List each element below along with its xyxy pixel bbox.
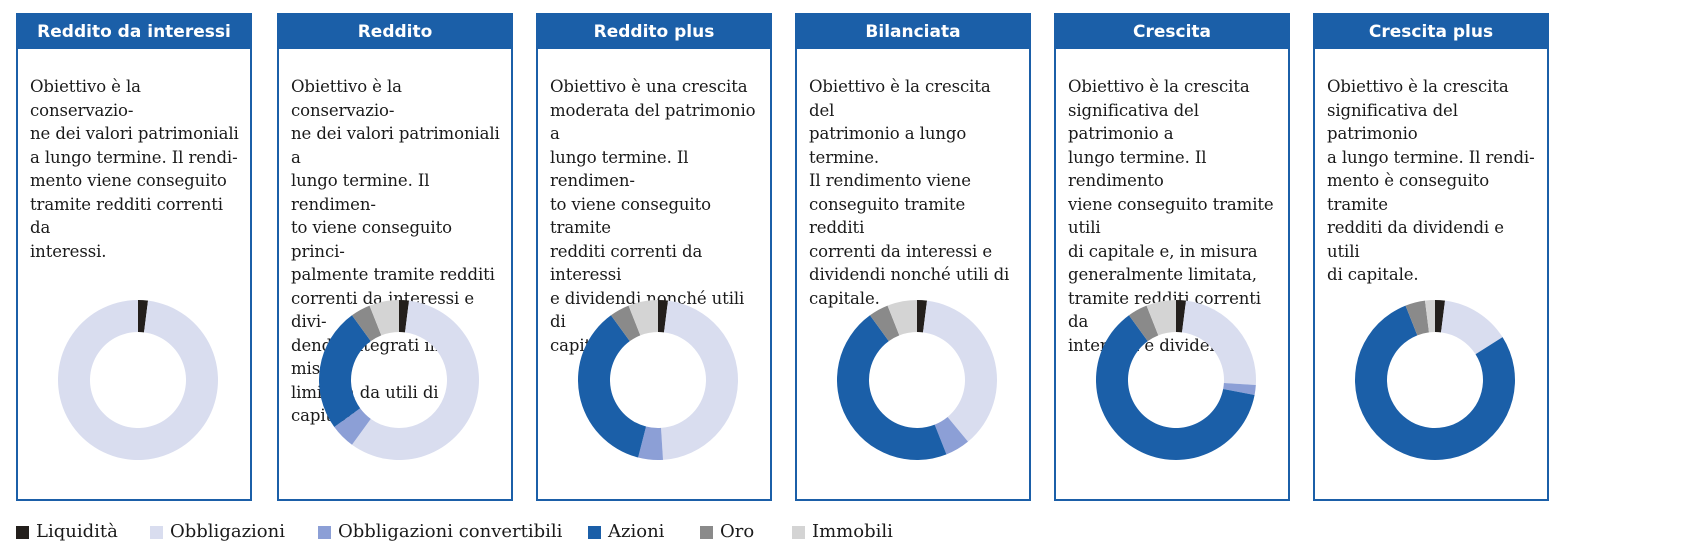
- donut-slice-oro: [1128, 305, 1159, 342]
- donut-slice-azioni: [1355, 305, 1515, 460]
- panel-title: Reddito: [279, 15, 511, 49]
- donut-slice-azioni: [319, 315, 371, 428]
- donut-slice-obbligazioni: [661, 300, 738, 460]
- legend-swatch: [150, 526, 163, 539]
- donut-slice-immobili: [1424, 300, 1435, 333]
- panel-title: Crescita plus: [1315, 15, 1547, 49]
- donut-chart: [319, 300, 479, 460]
- donut-slice-obbligazioni: [351, 300, 479, 460]
- panel-title: Reddito plus: [538, 15, 770, 49]
- donut-slice-liquidita: [1435, 300, 1446, 333]
- donut-slice-immobili: [369, 300, 399, 336]
- legend-label: Liquidità: [36, 521, 118, 542]
- donut-slice-oro: [869, 305, 900, 342]
- panel-bilanciata: Bilanciata Obiettivo è la crescita del p…: [795, 13, 1031, 501]
- panel-reddito-plus: Reddito plus Obiettivo è una crescita mo…: [536, 13, 772, 501]
- panel-title: Bilanciata: [797, 15, 1029, 49]
- donut-slice-obbligazioni: [58, 300, 219, 460]
- donut-slice-immobili: [1146, 300, 1176, 336]
- donut-slice-liquidita: [917, 300, 928, 333]
- panel-description: Obiettivo è la conservazio- ne dei valor…: [30, 77, 239, 261]
- legend-label: Azioni: [608, 521, 665, 542]
- panel-crescita: Crescita Obiettivo è la crescita signifi…: [1054, 13, 1290, 501]
- legend-label: Obbligazioni: [170, 521, 285, 542]
- panel-description: Obiettivo è la crescita significativa de…: [1327, 77, 1535, 284]
- legend-swatch: [700, 526, 713, 539]
- donut-slice-obbligazioni: [1441, 300, 1503, 355]
- donut-slice-obbligazioni: [1182, 300, 1256, 386]
- donut-slice-obbligazioni-convertibili: [1223, 383, 1256, 395]
- legend-swatch: [588, 526, 601, 539]
- donut-slice-liquidita: [658, 300, 669, 333]
- donut-slice-oro: [1405, 300, 1429, 336]
- legend-swatch: [318, 526, 331, 539]
- donut-slice-oro: [351, 305, 382, 342]
- legend-swatch: [792, 526, 805, 539]
- donut-slice-obbligazioni-convertibili: [638, 426, 664, 460]
- donut-chart: [837, 300, 997, 460]
- panel-description: Obiettivo è la crescita significativa de…: [1068, 77, 1274, 355]
- panel-description: Obiettivo è la conservazio- ne dei valor…: [291, 77, 500, 425]
- legend-label: Immobili: [812, 521, 893, 542]
- legend-label: Obbligazioni convertibili: [338, 521, 563, 542]
- donut-slice-obbligazioni-convertibili: [934, 416, 968, 455]
- donut-slice-liquidita: [1176, 300, 1187, 333]
- donut-slice-azioni: [578, 315, 647, 458]
- panel-title: Crescita: [1056, 15, 1288, 49]
- strategy-panels: Reddito da interessi Obiettivo è la cons…: [16, 13, 1676, 503]
- donut-chart: [1096, 300, 1256, 460]
- donut-slice-oro: [610, 305, 641, 342]
- panel-description: Obiettivo è una crescita moderata del pa…: [550, 77, 756, 355]
- donut-chart: [58, 300, 219, 460]
- donut-chart: [1355, 300, 1515, 460]
- panel-reddito: Reddito Obiettivo è la conservazio- ne d…: [277, 13, 513, 501]
- donut-slice-liquidita: [399, 300, 410, 333]
- panel-reddito-da-interessi: Reddito da interessi Obiettivo è la cons…: [16, 13, 252, 501]
- panel-description: Obiettivo è la crescita del patrimonio a…: [809, 77, 1010, 308]
- donut-slice-immobili: [887, 300, 917, 336]
- donut-slice-obbligazioni-convertibili: [334, 408, 371, 445]
- donut-slice-azioni: [1096, 315, 1255, 460]
- panel-crescita-plus: Crescita plus Obiettivo è la crescita si…: [1313, 13, 1549, 501]
- donut-chart: [578, 300, 738, 460]
- legend-label: Oro: [720, 521, 755, 542]
- panel-title: Reddito da interessi: [18, 15, 250, 49]
- donut-slice-obbligazioni: [923, 300, 997, 442]
- donut-slice-azioni: [837, 315, 947, 460]
- donut-slice-liquidita: [138, 300, 149, 333]
- donut-slice-immobili: [628, 300, 658, 336]
- legend-swatch: [16, 526, 29, 539]
